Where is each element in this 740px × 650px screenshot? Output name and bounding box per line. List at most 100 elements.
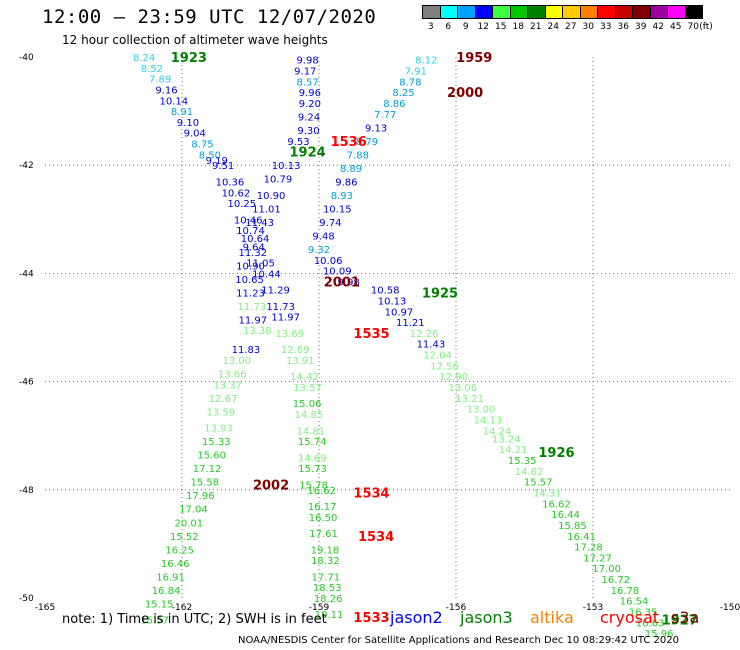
wave-height-point: 9.74 — [319, 218, 341, 229]
legend-label: 6 — [445, 22, 452, 32]
wave-height-point: 19.18 — [311, 545, 340, 556]
wave-height-point: 9.48 — [312, 232, 334, 243]
wave-height-point: 11.21 — [396, 318, 425, 329]
wave-height-point: 15.96 — [645, 629, 674, 640]
wave-height-point: 11.43 — [245, 218, 274, 229]
wave-height-point: 8.50 — [199, 150, 221, 161]
wave-height-point: 8.91 — [171, 107, 193, 118]
legend-label: 18 — [512, 22, 524, 32]
wave-height-point: 10.97 — [385, 307, 414, 318]
wave-height-point: 15.57 — [140, 616, 169, 627]
wave-height-point: 10.90 — [236, 261, 265, 272]
wave-height-point: 13.24 — [492, 434, 521, 445]
wave-height-point: 16.78 — [611, 586, 640, 597]
wave-height-point: 16.17 — [308, 502, 337, 513]
wave-height-point: 15.06 — [293, 399, 322, 410]
wave-height-point: 13.21 — [455, 394, 484, 405]
wave-height-point: 13.38 — [243, 326, 272, 337]
wave-height-point: 8.79 — [356, 137, 378, 148]
pass-time-label: 1533 — [353, 611, 389, 626]
wave-height-point: 9.17 — [294, 67, 316, 78]
wave-height-point: 16.25 — [165, 545, 194, 556]
wave-height-point: 13.37 — [213, 380, 242, 391]
wave-height-point: 7.88 — [347, 150, 369, 161]
wave-height-point: 19.11 — [315, 610, 344, 621]
wave-height-point: 14.85 — [295, 410, 324, 421]
wave-height-point: 10.90 — [257, 191, 286, 202]
wave-height-point: 13.69 — [275, 329, 304, 340]
legend-label: 15 — [495, 22, 507, 32]
chart-title: 12:00 – 23:59 UTC 12/07/2020 — [42, 6, 377, 28]
wave-height-point: 15.15 — [145, 599, 174, 610]
legend-label: 33 — [600, 22, 612, 32]
wave-height-point: 11.32 — [238, 248, 267, 259]
wave-height-point: 9.53 — [287, 137, 309, 148]
legend-swatch — [684, 5, 703, 19]
wave-height-point: 12.90 — [439, 372, 468, 383]
wave-height-point: 14.42 — [290, 372, 319, 383]
wave-height-point: 15.78 — [299, 480, 328, 491]
wave-height-point: 16.62 — [307, 486, 336, 497]
wave-height-point: 10.09 — [323, 267, 352, 278]
wave-height-point: 10.44 — [252, 269, 281, 280]
satellite-label-jason3: jason3 — [460, 608, 513, 627]
wave-height-point: 13.93 — [204, 424, 233, 435]
wave-height-point: 10.62 — [222, 188, 251, 199]
wave-height-point: 8.57 — [296, 77, 318, 88]
wave-height-point: 15.57 — [524, 478, 553, 489]
wave-height-point: 11.01 — [252, 204, 281, 215]
wave-height-point: 10.58 — [371, 286, 400, 297]
wave-height-point: 11.29 — [261, 286, 290, 297]
wave-height-point: 15.58 — [191, 478, 220, 489]
wave-height-point: 8.75 — [191, 140, 213, 151]
wave-height-point: 9.19 — [206, 156, 228, 167]
wave-height-point: 9.51 — [212, 161, 234, 172]
legend-label: 42 — [652, 22, 664, 32]
satellite-label-s3a: s3a — [671, 608, 700, 627]
wave-height-point: 12.67 — [209, 394, 238, 405]
wave-height-point: 8.86 — [383, 99, 405, 110]
wave-height-point: 10.64 — [241, 234, 270, 245]
y-tick-label: -48 — [19, 486, 34, 496]
wave-height-point: 14.21 — [499, 445, 528, 456]
wave-height-point: 9.98 — [338, 278, 360, 289]
wave-height-point: 15.74 — [298, 437, 327, 448]
wave-height-point: 16.72 — [602, 575, 631, 586]
pass-time-label: 1535 — [353, 327, 389, 342]
wave-height-point: 9.13 — [365, 123, 387, 134]
pass-time-label: 1924 — [289, 146, 325, 161]
pass-time-label: 1925 — [422, 286, 458, 301]
wave-height-point: 14.62 — [515, 467, 544, 478]
wave-height-point: 17.71 — [312, 572, 341, 583]
wave-height-point: 13.00 — [467, 405, 496, 416]
wave-height-point: 17.96 — [186, 491, 215, 502]
wave-height-point: 11.05 — [246, 259, 275, 270]
y-tick-label: -44 — [19, 269, 34, 279]
pass-time-label: 1926 — [538, 446, 574, 461]
wave-height-point: 18.26 — [314, 594, 343, 605]
wave-height-point: 18.32 — [311, 556, 340, 567]
legend-label: 9 — [462, 22, 469, 32]
x-tick-label: -162 — [172, 603, 192, 613]
wave-height-point: 9.10 — [177, 118, 199, 129]
satellite-label-jason2: jason2 — [390, 608, 443, 627]
wave-height-point: 15.73 — [298, 464, 327, 475]
wave-height-point: 10.25 — [228, 199, 257, 210]
wave-height-point: 17.28 — [574, 543, 603, 554]
wave-height-point: 10.36 — [216, 177, 245, 188]
wave-height-point: 11.97 — [238, 315, 267, 326]
wave-height-point: 16.41 — [567, 532, 596, 543]
wave-height-point: 16.91 — [156, 572, 185, 583]
wave-height-point: 17.00 — [592, 564, 621, 575]
x-tick-label: -156 — [446, 603, 467, 613]
wave-height-point: 17.04 — [179, 505, 208, 516]
wave-height-point: 16.62 — [542, 499, 571, 510]
legend-label: 30 — [582, 22, 594, 32]
y-tick-label: -46 — [19, 378, 34, 388]
pass-time-label: 1534 — [353, 487, 389, 502]
legend-label: 39 — [635, 22, 647, 32]
wave-height-point: 17.12 — [193, 464, 222, 475]
pass-time-label: 2001 — [324, 276, 360, 291]
wave-height-point: 17.61 — [309, 529, 338, 540]
legend-label: 70 — [687, 22, 699, 32]
